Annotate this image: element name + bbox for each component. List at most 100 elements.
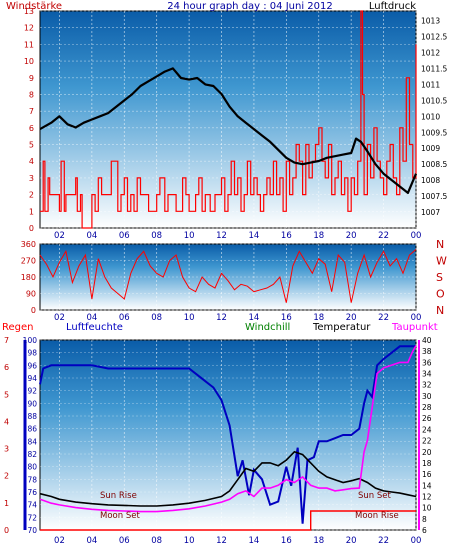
humidity-tick-label: 96 [27,361,37,370]
series-pressure [39,67,418,194]
x-tick-label: 16 [281,536,292,546]
sun-moon-annotation: Sun Rise [100,491,137,501]
left-tick-label: 4 [29,157,34,166]
right-tick-label: 1013 [421,17,440,26]
x-tick-label: 20 [346,231,357,241]
left-tick-label: 13 [24,7,34,16]
left-tick-label: 2 [29,191,34,200]
series-humidity [39,345,416,524]
humidity-tick-label: 80 [27,463,37,472]
left-tick-label: 12 [24,24,34,33]
right-tick-label: 1007 [421,208,440,217]
rain-tick-label: 2 [4,472,9,481]
legend-item: Luftfeuchte [66,322,123,333]
chart-title: 24 hour graph day : 04 Juni 2012 [167,1,333,12]
series-wind-direction [39,249,417,303]
compass-label: N [436,304,444,317]
sun-moon-annotation: Moon Set [100,511,140,521]
temperature-tick-label: 40 [422,336,432,345]
humidity-tick-label: 88 [27,412,37,421]
right-tick-label: 1008.5 [421,160,447,169]
x-tick-label: 12 [216,313,227,323]
humidity-tick-label: 72 [27,513,37,522]
temperature-tick-label: 12 [422,492,432,501]
left-tick-label: 11 [24,40,34,49]
x-tick-label: 20 [346,536,357,546]
sun-moon-annotation: Moon Rise [355,511,399,521]
x-tick-label: 08 [151,231,162,241]
temperature-tick-label: 18 [422,459,432,468]
x-tick-label: 16 [281,231,292,241]
x-tick-label: 22 [378,313,389,323]
x-tick-label: 18 [313,231,324,241]
right-tick-label: 1010 [421,112,440,121]
left-axis-title: Windstärke [6,1,62,12]
series-temperature [39,450,417,507]
left-tick-label: 8 [29,90,34,99]
x-tick-label: 06 [119,231,130,241]
left-tick-label: 7 [29,107,34,116]
series-dewpoint [39,345,417,513]
x-tick-label: 08 [151,313,162,323]
panel-wind-pressure [39,10,417,229]
x-tick-label: 06 [119,536,130,546]
right-axis-title: Luftdruck [369,1,416,12]
x-tick-label: 18 [313,313,324,323]
rain-tick-label: 4 [4,417,9,426]
right-tick-label: 1009 [421,144,440,153]
x-tick-label: 06 [119,313,130,323]
temperature-tick-label: 32 [422,381,432,390]
rain-tick-label: 6 [4,363,9,372]
x-tick-label: 10 [184,231,195,241]
left-tick-label: 1 [29,207,34,216]
x-tick-label: 02 [54,313,65,323]
compass-label: O [436,288,445,301]
humidity-tick-label: 84 [27,437,37,446]
x-tick-label: 00 [411,231,422,241]
x-tick-label: 04 [86,536,97,546]
temperature-tick-label: 6 [422,526,427,535]
x-tick-label: 16 [281,313,292,323]
x-tick-label: 14 [249,231,260,241]
x-tick-label: 00 [411,536,422,546]
right-tick-label: 1011 [421,80,440,89]
x-tick-label: 02 [54,231,65,241]
temperature-tick-label: 28 [422,403,432,412]
compass-label: S [436,271,443,284]
temperature-tick-label: 30 [422,392,432,401]
x-tick-label: 18 [313,536,324,546]
temperature-tick-label: 14 [422,481,432,490]
humidity-tick-label: 82 [27,450,37,459]
temperature-tick-label: 8 [422,515,427,524]
direction-tick-label: 270 [21,257,36,266]
humidity-tick-label: 94 [27,374,37,383]
rain-tick-label: 0 [4,526,9,535]
temperature-tick-label: 34 [422,370,432,379]
temperature-tick-label: 26 [422,414,432,423]
humidity-tick-label: 78 [27,475,37,484]
series-wind-strength [40,10,417,229]
left-tick-label: 6 [29,124,34,133]
left-tick-label: 3 [29,174,34,183]
humidity-tick-label: 76 [27,488,37,497]
temperature-tick-label: 24 [422,425,432,434]
rain-tick-label: 5 [4,390,9,399]
humidity-tick-label: 86 [27,425,37,434]
x-tick-label: 10 [184,313,195,323]
x-tick-label: 12 [216,231,227,241]
compass-label: W [436,255,447,268]
right-tick-label: 1010.5 [421,96,447,105]
x-tick-label: 10 [184,536,195,546]
humidity-tick-label: 74 [27,501,37,510]
left-tick-label: 9 [29,74,34,83]
x-tick-label: 04 [86,313,97,323]
left-tick-label: 0 [29,224,34,233]
x-tick-label: 08 [151,536,162,546]
right-tick-label: 1008 [421,176,440,185]
x-tick-label: 14 [249,313,260,323]
legend-item: Windchill [245,322,290,333]
humidity-tick-label: 100 [23,336,38,345]
direction-tick-label: 180 [21,273,36,282]
direction-tick-label: 90 [26,290,36,299]
